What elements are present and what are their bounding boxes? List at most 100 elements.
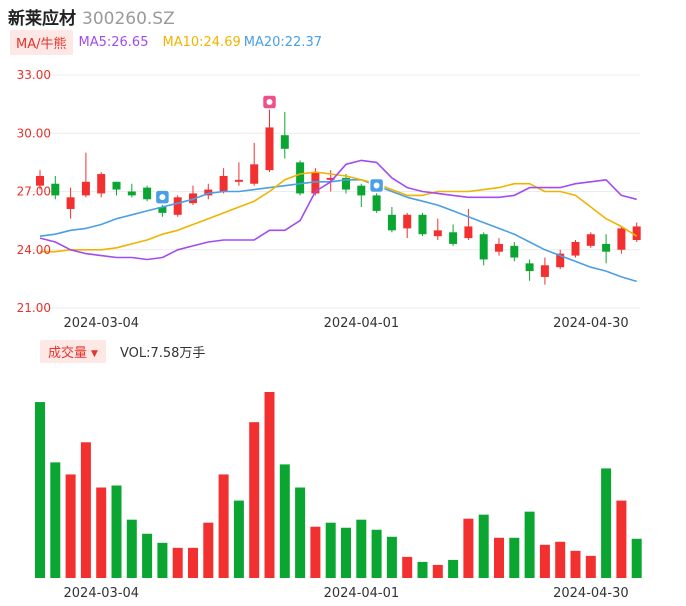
candle-body	[265, 127, 274, 171]
candle	[418, 212, 427, 237]
candle-body	[189, 193, 197, 204]
candle-body	[143, 187, 152, 200]
volume-bar	[585, 555, 596, 578]
ma20-label: MA20:22.37	[243, 34, 322, 50]
candle-body	[66, 197, 75, 209]
candle-body	[342, 177, 350, 190]
candlestick-series	[36, 108, 641, 285]
candle-body	[372, 195, 381, 211]
volume-bar	[448, 559, 459, 578]
volume-bar	[96, 487, 107, 578]
volume-bar	[478, 514, 489, 578]
candle-body	[51, 183, 60, 196]
volume-bar	[616, 500, 627, 578]
candle	[433, 218, 442, 241]
volume-value: VOL:7.58万手	[119, 345, 206, 361]
candle	[234, 162, 243, 186]
candle	[556, 249, 565, 270]
volume-bar	[494, 537, 504, 578]
volume-bar	[341, 527, 351, 578]
candle	[127, 183, 136, 198]
y-tick-label: 30.00	[17, 126, 51, 140]
bull-icon-dot	[266, 99, 273, 106]
candle	[632, 222, 641, 242]
candle-body	[387, 214, 396, 231]
candle	[586, 232, 595, 248]
volume-bar	[50, 462, 61, 578]
x-tick-label: 2024-04-30	[553, 316, 629, 331]
candle	[357, 183, 366, 208]
candle	[602, 234, 611, 264]
volume-bar	[142, 533, 153, 578]
volume-indicator-button[interactable]: 成交量 ▼	[40, 339, 106, 363]
candle	[296, 160, 305, 196]
candle	[36, 170, 44, 190]
candle-body	[36, 175, 44, 186]
ma-indicator-button[interactable]: MA/牛熊	[10, 29, 73, 55]
candle	[387, 207, 396, 233]
ma5-line	[39, 159, 637, 261]
bull-icon	[261, 94, 278, 110]
candle	[280, 111, 289, 159]
ma10-line	[40, 171, 638, 253]
candle-body	[326, 177, 335, 180]
volume-bar	[555, 541, 566, 578]
candle	[51, 175, 60, 200]
candle-body	[97, 174, 106, 194]
candle-body	[449, 232, 458, 244]
candle	[540, 257, 549, 285]
candle-body	[495, 243, 503, 252]
volume-bar	[310, 526, 321, 578]
volume-bar	[126, 519, 137, 578]
candle	[143, 185, 152, 202]
candle-body	[280, 135, 289, 149]
x-tick-label: 2024-04-01	[324, 316, 400, 331]
candle-body	[112, 181, 121, 190]
candle-body	[632, 226, 641, 241]
ma5-label: MA5:26.65	[78, 34, 149, 50]
moving-average-lines	[39, 159, 638, 283]
candle-body	[296, 162, 305, 194]
volume-series	[35, 392, 642, 578]
candle	[525, 259, 534, 281]
volume-bar	[295, 487, 306, 578]
ma20-line	[39, 179, 637, 283]
y-tick-label: 24.00	[17, 243, 51, 257]
candle-body	[556, 253, 565, 268]
volume-bar	[65, 474, 76, 578]
volume-bar	[279, 464, 290, 578]
candle-body	[540, 265, 549, 277]
volume-bar	[539, 544, 550, 578]
date-axis: 2024-03-04 2024-04-01 2024-04-30 2024-03-04…	[64, 316, 629, 601]
candle	[66, 187, 75, 219]
volume-bar	[35, 402, 45, 578]
candle-body	[204, 189, 213, 196]
candle	[571, 240, 580, 258]
volume-bar	[601, 468, 612, 578]
volume-bar	[218, 474, 229, 578]
bear-icon-dot	[159, 194, 166, 201]
y-tick-label: 27.00	[17, 185, 51, 199]
stock-header: 新莱应材 300260.SZ	[8, 4, 175, 29]
candle	[617, 226, 626, 254]
volume-bar	[157, 542, 168, 578]
candle-body	[418, 214, 427, 235]
candle-body	[81, 181, 90, 196]
volume-bar	[80, 442, 91, 578]
candle-body	[311, 172, 320, 194]
candle	[97, 172, 106, 198]
x-tick-label: 2024-04-01	[324, 586, 400, 601]
candle-body	[158, 207, 167, 213]
candle	[403, 212, 412, 239]
candle	[479, 232, 488, 266]
candle-body	[357, 185, 366, 196]
candle	[265, 108, 274, 173]
candle	[449, 224, 458, 246]
volume-bar	[249, 422, 260, 578]
volume-bar	[509, 537, 520, 578]
candle-body	[586, 234, 595, 246]
candle-body	[173, 197, 182, 215]
volume-bar	[402, 556, 413, 578]
y-tick-label: 33.00	[17, 68, 51, 82]
